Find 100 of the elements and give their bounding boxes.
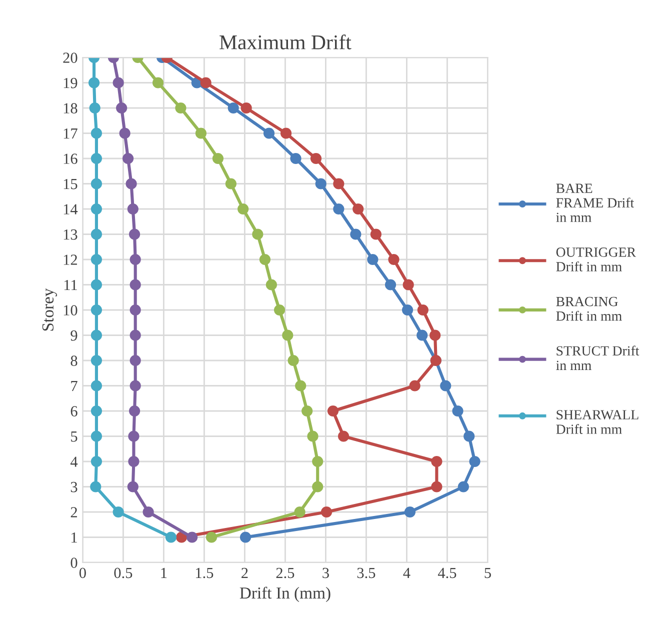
point — [127, 203, 138, 215]
x-tick-label: 4 — [403, 568, 410, 578]
y-tick-label: 10 — [64, 305, 78, 316]
point — [290, 152, 302, 164]
point — [127, 481, 138, 492]
point — [200, 77, 212, 88]
x-tick-label: 3 — [322, 568, 329, 578]
y-tick-label: 19 — [64, 78, 78, 88]
point — [404, 506, 416, 518]
y-tick-label: 11 — [64, 280, 77, 290]
point — [288, 354, 299, 366]
point — [295, 380, 306, 392]
y-tick-label: 14 — [64, 204, 78, 214]
y-tick-label: 16 — [64, 154, 78, 164]
y-tick-label: 18 — [64, 103, 78, 114]
point — [458, 481, 469, 492]
y-tick-label: 4 — [70, 456, 78, 467]
y-tick-label: 15 — [64, 178, 78, 190]
point — [116, 102, 128, 114]
x-tick-label: 2 — [242, 568, 248, 578]
point — [252, 228, 264, 240]
point — [294, 506, 306, 518]
point — [384, 279, 396, 290]
point — [338, 430, 350, 442]
point — [206, 532, 218, 543]
point — [90, 178, 102, 190]
x-tick-label: 5 — [484, 568, 491, 578]
point — [307, 430, 318, 442]
y-tick-label: 5 — [71, 432, 78, 442]
point — [320, 506, 332, 518]
point — [409, 380, 420, 392]
point — [130, 254, 141, 266]
point — [130, 304, 141, 316]
point — [128, 228, 140, 240]
point — [90, 354, 102, 366]
legend-label: SHEARWALL Drift in mm — [556, 410, 638, 434]
legend-label: BRACING Drift in mm — [556, 296, 622, 321]
point — [263, 128, 275, 139]
point — [350, 228, 362, 240]
point — [186, 532, 198, 543]
point — [122, 152, 134, 164]
y-tick-label: 3 — [70, 482, 78, 492]
point — [259, 254, 271, 266]
x-tick-label: 2.5 — [276, 568, 294, 578]
point — [417, 304, 428, 316]
point — [464, 430, 475, 442]
point — [333, 203, 344, 215]
point — [128, 456, 140, 468]
point — [280, 128, 292, 139]
point — [240, 102, 252, 114]
point — [266, 279, 277, 290]
y-tick-label: 17 — [64, 128, 78, 139]
point — [440, 380, 452, 392]
point — [431, 481, 442, 492]
point — [126, 178, 137, 190]
point — [312, 481, 324, 492]
point — [130, 330, 141, 341]
point — [240, 532, 252, 543]
point — [90, 330, 102, 341]
y-tick-label: 12 — [64, 254, 77, 265]
point — [282, 330, 294, 341]
point — [130, 380, 141, 392]
point — [274, 304, 286, 316]
point — [90, 279, 102, 290]
point — [402, 279, 414, 290]
point — [430, 330, 441, 341]
chart-title: Maximum Drift — [220, 34, 352, 50]
point — [310, 152, 322, 164]
x-axis-title: Drift In (mm) — [240, 586, 330, 602]
point — [225, 178, 236, 190]
point — [165, 532, 177, 543]
point — [431, 456, 442, 468]
point — [388, 254, 400, 266]
point — [90, 228, 102, 240]
y-tick-label: 0 — [70, 558, 78, 568]
point — [90, 456, 102, 468]
y-tick-label: 1 — [72, 532, 77, 543]
y-tick-label: 13 — [64, 229, 78, 240]
point — [142, 506, 154, 518]
legend-label: BARE FRAME Drift in mm — [556, 184, 634, 222]
point — [90, 405, 102, 417]
legend-label: STRUCT Drift in mm — [556, 346, 640, 370]
point — [402, 304, 414, 316]
y-axis-title: Storey — [42, 288, 57, 331]
point — [327, 405, 339, 417]
y-tick-label: 6 — [70, 406, 78, 416]
point — [112, 506, 124, 518]
point — [90, 128, 102, 139]
point — [238, 203, 249, 215]
point — [128, 405, 140, 417]
x-tick-label: 0 — [79, 568, 86, 578]
legend-label: OUTRIGGER Drift in mm — [556, 248, 636, 272]
point — [469, 456, 480, 468]
point — [90, 380, 102, 392]
point — [175, 102, 186, 114]
point — [195, 128, 207, 139]
point — [302, 405, 313, 417]
y-tick-label: 20 — [63, 52, 78, 63]
x-tick-label: 3.5 — [357, 568, 376, 578]
point — [452, 405, 464, 417]
